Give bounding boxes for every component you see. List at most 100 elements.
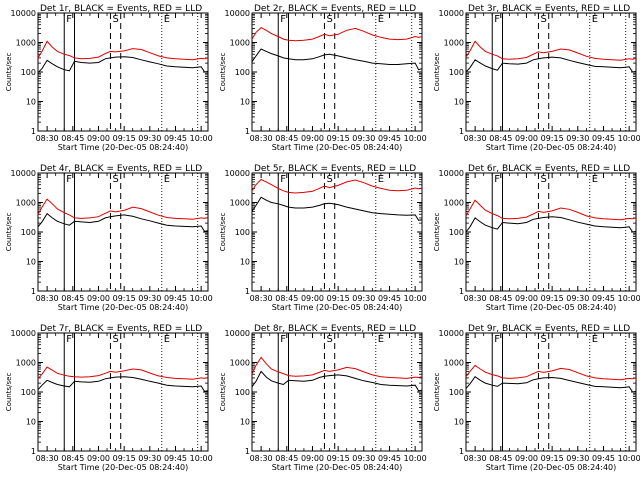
x-tick-label: 10:00 bbox=[404, 134, 427, 143]
y-axis-label: Counts/sec bbox=[5, 373, 13, 412]
y-tick-label: 1 bbox=[31, 287, 36, 296]
plot-frame bbox=[37, 332, 209, 452]
y-tick-label: 1 bbox=[31, 447, 36, 456]
y-tick-label: 10 bbox=[26, 98, 36, 107]
marker-label: E bbox=[164, 334, 170, 345]
x-tick-label: 08:45 bbox=[489, 134, 512, 143]
x-tick-label: 08:30 bbox=[250, 454, 273, 463]
y-tick-label: 10 bbox=[240, 98, 250, 107]
x-tick-label: 09:45 bbox=[592, 294, 615, 303]
x-axis-label: Start Time (20-Dec-05 08:24:40) bbox=[272, 303, 403, 312]
y-tick-label: 10000 bbox=[11, 329, 36, 338]
y-tick-label: 1000 bbox=[444, 199, 464, 208]
chart-title: Det 4r, BLACK = Events, RED = LLD bbox=[40, 164, 202, 174]
marker-label: E bbox=[592, 14, 598, 25]
x-tick-label: 09:15 bbox=[113, 454, 136, 463]
y-axis-label: Counts/sec bbox=[433, 373, 441, 412]
y-tick-label: 10 bbox=[240, 258, 250, 267]
x-tick-label: 10:00 bbox=[618, 454, 640, 463]
x-tick-label: 08:45 bbox=[275, 454, 298, 463]
x-tick-label: 08:45 bbox=[61, 134, 84, 143]
x-tick-label: 09:30 bbox=[138, 294, 161, 303]
marker-label: F bbox=[66, 14, 72, 25]
y-axis-label: Counts/sec bbox=[433, 213, 441, 252]
y-tick-label: 10000 bbox=[439, 169, 464, 178]
x-tick-label: 09:45 bbox=[164, 134, 187, 143]
x-tick-label: 09:15 bbox=[541, 294, 564, 303]
x-tick-label: 09:30 bbox=[138, 454, 161, 463]
x-tick-label: 09:45 bbox=[378, 454, 401, 463]
events-series-line bbox=[251, 196, 423, 221]
x-tick-label: 09:45 bbox=[378, 134, 401, 143]
lld-series-line bbox=[251, 178, 423, 194]
x-axis-label: Start Time (20-Dec-05 08:24:40) bbox=[58, 143, 189, 152]
y-tick-label: 10 bbox=[26, 258, 36, 267]
y-tick-label: 100 bbox=[235, 228, 250, 237]
events-series-line bbox=[251, 370, 423, 392]
chart-panel: Det 2r, BLACK = Events, RED = LLD 1 10 100 1… bbox=[219, 4, 427, 152]
x-axis-label: Start Time (20-Dec-05 08:24:40) bbox=[272, 143, 403, 152]
marker-label: S bbox=[326, 174, 332, 185]
lld-series-line bbox=[251, 26, 423, 42]
chart-panel: Det 3r, BLACK = Events, RED = LLD 1 10 100 1… bbox=[433, 4, 640, 152]
y-tick-label: 100 bbox=[21, 388, 36, 397]
x-tick-label: 08:45 bbox=[489, 294, 512, 303]
x-tick-label: 09:00 bbox=[515, 294, 538, 303]
marker-label: F bbox=[280, 14, 286, 25]
plot-frame bbox=[37, 12, 209, 132]
x-tick-label: 09:30 bbox=[352, 134, 375, 143]
x-tick-label: 09:00 bbox=[515, 134, 538, 143]
x-tick-label: 08:30 bbox=[250, 134, 273, 143]
y-tick-label: 1000 bbox=[16, 359, 36, 368]
y-tick-label: 1 bbox=[245, 287, 250, 296]
y-tick-label: 100 bbox=[235, 68, 250, 77]
events-series-line bbox=[465, 376, 637, 393]
y-tick-label: 100 bbox=[449, 228, 464, 237]
x-tick-label: 09:30 bbox=[352, 294, 375, 303]
y-tick-label: 1000 bbox=[230, 39, 250, 48]
x-tick-label: 09:00 bbox=[87, 134, 110, 143]
x-tick-label: 08:45 bbox=[61, 454, 84, 463]
y-tick-label: 10000 bbox=[11, 9, 36, 18]
chart-title: Det 1r, BLACK = Events, RED = LLD bbox=[40, 4, 202, 14]
plot-frame bbox=[465, 172, 637, 292]
y-tick-label: 1000 bbox=[444, 359, 464, 368]
x-tick-label: 08:45 bbox=[489, 454, 512, 463]
lld-series-line bbox=[465, 199, 637, 221]
x-axis-label: Start Time (20-Dec-05 08:24:40) bbox=[486, 143, 617, 152]
y-tick-label: 1000 bbox=[230, 359, 250, 368]
marker-label: E bbox=[164, 174, 170, 185]
x-tick-label: 09:30 bbox=[566, 454, 589, 463]
x-tick-label: 08:30 bbox=[464, 134, 487, 143]
marker-label: S bbox=[112, 14, 118, 25]
chart-title: Det 7r, BLACK = Events, RED = LLD bbox=[40, 324, 202, 334]
lld-series-line bbox=[37, 40, 209, 61]
x-axis-label: Start Time (20-Dec-05 08:24:40) bbox=[486, 463, 617, 472]
x-tick-label: 09:15 bbox=[327, 134, 350, 143]
y-tick-label: 10 bbox=[454, 418, 464, 427]
x-axis-label: Start Time (20-Dec-05 08:24:40) bbox=[58, 303, 189, 312]
y-tick-label: 10000 bbox=[439, 9, 464, 18]
marker-label: S bbox=[326, 14, 332, 25]
x-tick-label: 09:45 bbox=[592, 134, 615, 143]
x-tick-label: 08:30 bbox=[36, 294, 59, 303]
y-axis-label: Counts/sec bbox=[219, 53, 227, 92]
marker-label: F bbox=[66, 174, 72, 185]
marker-label: E bbox=[592, 334, 598, 345]
chart-panel: Det 9r, BLACK = Events, RED = LLD 1 10 100 1… bbox=[433, 324, 640, 472]
x-tick-label: 09:45 bbox=[164, 454, 187, 463]
marker-label: E bbox=[592, 174, 598, 185]
x-tick-label: 08:45 bbox=[275, 134, 298, 143]
y-tick-label: 1 bbox=[245, 447, 250, 456]
plot-frame bbox=[465, 12, 637, 132]
x-tick-label: 09:30 bbox=[352, 454, 375, 463]
x-tick-label: 09:15 bbox=[327, 454, 350, 463]
y-tick-label: 10 bbox=[454, 98, 464, 107]
y-tick-label: 1 bbox=[459, 447, 464, 456]
x-tick-label: 08:30 bbox=[36, 454, 59, 463]
chart-title: Det 5r, BLACK = Events, RED = LLD bbox=[254, 164, 416, 174]
marker-label: S bbox=[540, 14, 546, 25]
x-tick-label: 10:00 bbox=[618, 134, 640, 143]
events-series-line bbox=[465, 216, 637, 233]
